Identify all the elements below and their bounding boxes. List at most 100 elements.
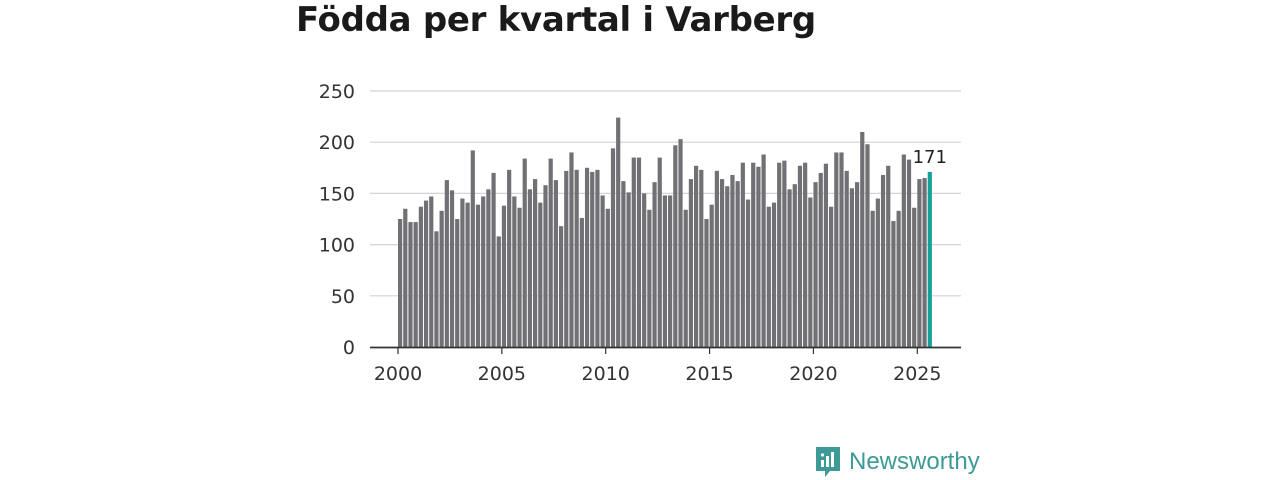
bar xyxy=(636,157,642,347)
chart-title: Födda per kvartal i Varberg xyxy=(296,0,816,40)
bar xyxy=(475,204,481,347)
y-tick-label-200: 200 xyxy=(319,132,355,154)
bar xyxy=(896,210,901,347)
bar xyxy=(756,166,761,347)
bar xyxy=(579,217,584,347)
x-tick-label-2005: 2005 xyxy=(478,363,526,385)
y-tick-label-0: 0 xyxy=(343,337,355,359)
bar xyxy=(522,158,527,347)
bar xyxy=(569,152,574,347)
bar xyxy=(719,179,725,347)
bar xyxy=(460,198,465,347)
bar xyxy=(486,189,491,347)
bar xyxy=(668,195,673,347)
bar xyxy=(398,219,403,347)
bar xyxy=(714,170,719,347)
bar xyxy=(610,148,616,347)
bar xyxy=(543,185,548,347)
bar xyxy=(584,167,590,347)
bar xyxy=(829,206,834,347)
y-tick-label-250: 250 xyxy=(319,81,355,103)
bar xyxy=(694,165,699,347)
bar-chart: 0 50 100 150 200 250 171 2000 2005 2010 2015 2020 20… xyxy=(319,81,961,385)
bar xyxy=(766,206,771,347)
bar xyxy=(751,162,756,347)
bar xyxy=(725,186,730,347)
bar xyxy=(834,152,839,347)
newsworthy-logo-icon xyxy=(816,447,840,477)
x-tick-label-2020: 2020 xyxy=(789,363,837,385)
bar xyxy=(590,171,595,347)
bar xyxy=(413,222,418,347)
highlight-value-label: 171 xyxy=(913,147,947,168)
bar xyxy=(865,144,870,347)
bar xyxy=(735,181,740,347)
bar xyxy=(891,221,896,347)
bar xyxy=(548,158,553,347)
bar xyxy=(844,170,849,347)
bar xyxy=(423,200,429,347)
bar xyxy=(558,226,564,347)
bar xyxy=(761,154,766,347)
bar xyxy=(408,222,413,347)
bar xyxy=(455,219,460,347)
bar xyxy=(860,131,865,347)
bar xyxy=(517,207,522,347)
bar xyxy=(621,181,626,347)
bar xyxy=(673,145,678,347)
bar xyxy=(699,169,704,347)
bar xyxy=(704,219,709,347)
bar xyxy=(564,170,569,347)
bar xyxy=(403,208,408,347)
bar xyxy=(553,180,558,347)
bar xyxy=(875,198,880,347)
bar xyxy=(642,193,647,347)
y-tick-label-100: 100 xyxy=(319,235,355,257)
bar xyxy=(912,207,917,347)
bar xyxy=(683,209,688,347)
x-tick-label-2000: 2000 xyxy=(374,363,422,385)
bar xyxy=(470,150,475,347)
bar xyxy=(709,204,714,347)
bar xyxy=(870,210,875,347)
x-tick-label-2010: 2010 xyxy=(582,363,630,385)
bar xyxy=(533,179,538,347)
bar xyxy=(595,169,600,347)
bar xyxy=(880,174,886,347)
bar xyxy=(616,117,621,348)
bar xyxy=(917,179,922,347)
bar xyxy=(787,189,792,347)
bar xyxy=(496,236,501,347)
bar xyxy=(538,202,543,347)
bar xyxy=(418,206,423,347)
bar xyxy=(647,209,652,347)
bar xyxy=(491,172,496,347)
y-tick-label-50: 50 xyxy=(331,286,355,308)
bar xyxy=(449,190,455,347)
bar xyxy=(512,196,517,347)
bar xyxy=(803,162,808,347)
bar xyxy=(818,172,823,347)
newsworthy-logo-text: Newsworthy xyxy=(849,448,980,475)
bar xyxy=(600,195,605,347)
bar xyxy=(481,196,486,347)
bar xyxy=(797,165,803,347)
y-tick-label-150: 150 xyxy=(319,183,355,205)
bar xyxy=(652,182,657,347)
bar xyxy=(906,159,912,347)
bar xyxy=(745,199,751,347)
bar xyxy=(782,160,787,347)
bar-highlight xyxy=(927,171,932,347)
bar xyxy=(792,184,797,347)
bar xyxy=(730,174,735,347)
bar xyxy=(839,152,844,347)
bar xyxy=(662,195,668,347)
bar xyxy=(465,202,470,347)
bar xyxy=(813,182,818,347)
bar xyxy=(854,182,860,347)
bar xyxy=(901,154,906,347)
bar xyxy=(626,192,631,347)
bar xyxy=(631,157,636,347)
bar xyxy=(434,231,439,347)
bar xyxy=(688,179,694,347)
